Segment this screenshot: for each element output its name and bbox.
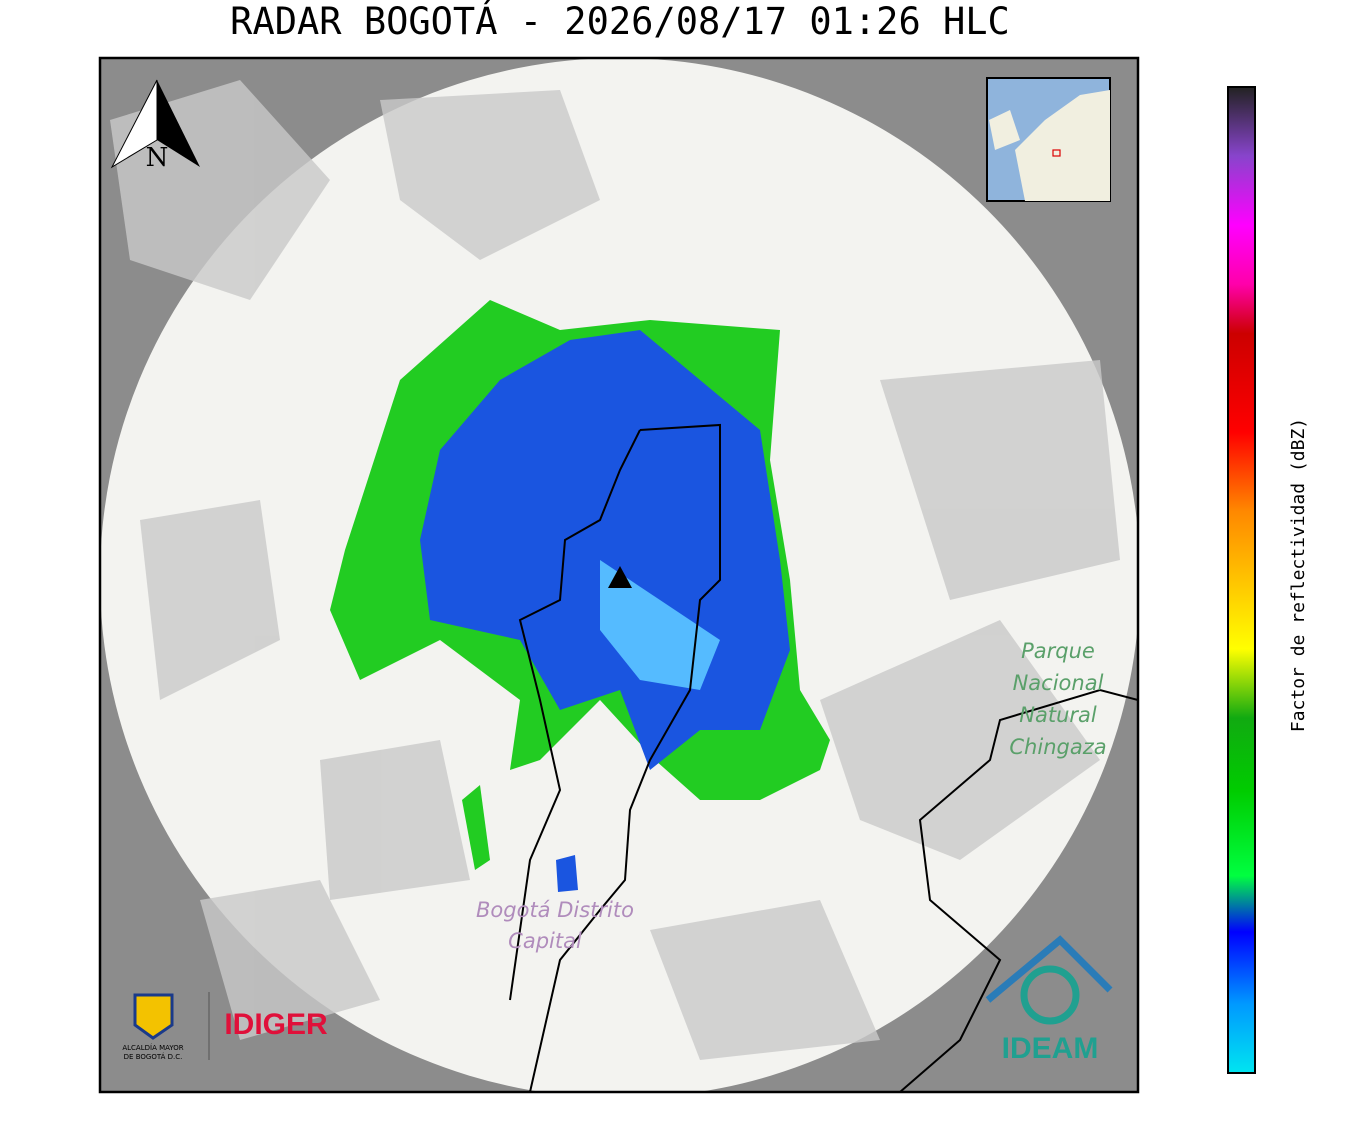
colorbar [1227,86,1256,1074]
map: Parque Nacional Natural Chingaza Bogotá … [100,58,1138,1092]
park-label: Chingaza [1009,735,1106,759]
radar-site [608,566,632,588]
map-frame [98,56,1140,1094]
district-label: Bogotá Distrito [476,898,634,922]
district-label: Capital [508,929,582,953]
ideam-text: IDEAM [1002,1032,1099,1065]
logo-text: ALCALDÍA MAYOR [122,1043,183,1052]
alcaldia-logo: ALCALDÍA MAYOR DE BOGOTÁ D.C. IDIGER [122,992,328,1061]
ideam-logo: IDEAM [985,935,1113,1065]
inset-map [986,77,1111,202]
colorbar-label: Factor de reflectividad (dBZ) [1288,418,1309,732]
park-label: Natural [1019,703,1097,727]
district-boundary [509,423,721,1092]
north-arrow: N [110,79,200,173]
park-label: Parque [1021,639,1095,663]
department-boundary [899,688,1138,1092]
echo-light [600,560,720,690]
echo-blue [556,855,578,892]
title: RADAR BOGOTÁ - 2026/08/17 01:26 HLC [230,0,1010,43]
logo-text: DE BOGOTÁ D.C. [124,1052,183,1061]
north-label: N [146,143,169,173]
echo-green [462,785,490,870]
idiger-logo: IDIGER [224,1008,328,1041]
park-label: Nacional [1013,671,1104,695]
